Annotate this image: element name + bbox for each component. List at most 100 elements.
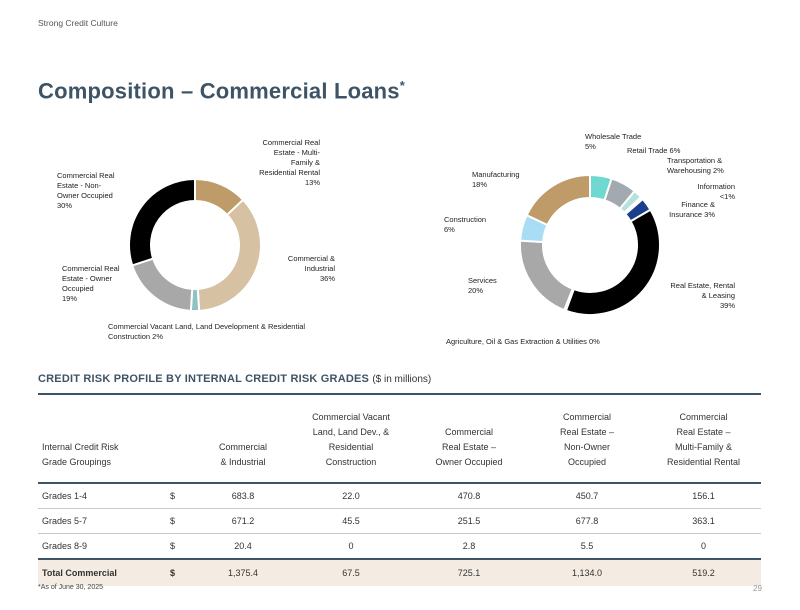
cell-ci: 671.2 [194,508,292,534]
section-title: CREDIT RISK PROFILE BY INTERNAL CREDIT R… [38,373,431,385]
header-line: Residential Rental [666,457,741,467]
section-subtitle: ($ in millions) [372,374,432,385]
header-line: Commercial [444,427,493,437]
commercial-loans-donut [128,177,262,313]
cell-currency: $ [166,533,194,560]
cell-non-owner: 1,134.0 [528,558,646,586]
label-agriculture: Agriculture, Oil & Gas Extraction & Util… [446,337,600,346]
label-line: 36% [319,274,335,283]
page-title: Composition – Commercial Loans* [38,78,405,104]
label-line: Commercial Real [57,171,115,180]
header-line: Occupied [567,457,607,467]
label-manufacturing: Manufacturing 18% [472,170,532,190]
table-row: Grades 5-7 $ 671.2 45.5 251.5 677.8 363.… [38,508,761,534]
donut-slice-5 [564,208,661,316]
commercial-industry-donut [519,173,661,316]
cell-owner-occupied: 470.8 [410,482,528,509]
label-line: Estate - Non- [57,181,102,190]
cell-owner-occupied: 251.5 [410,508,528,534]
cell-grade: Grades 5-7 [38,508,166,534]
table-total-row: Total Commercial $ 1,375.4 67.5 725.1 1,… [38,558,761,586]
cell-ci: 683.8 [194,482,292,509]
header-line: Non-Owner [563,442,610,452]
label-line: & Leasing [701,291,735,300]
label-line: Transportation & [667,156,723,165]
col-header-multi-family: Commercial Real Estate – Multi-Family & Res… [646,410,761,483]
donut-slice-3 [130,257,194,312]
label-real-estate-rental: Real Estate, Rental & Leasing 39% [660,281,735,311]
label-line: Estate - Owner [62,274,113,283]
header-line: Multi-Family & [674,442,732,452]
label-commercial-industrial: Commercial & Industrial 36% [270,254,335,284]
label-line: Insurance 3% [669,210,715,219]
col-header-non-owner: Commercial Real Estate – Non-Owner Occupied [528,410,646,483]
col-header-ci: Commercial & Industrial [194,410,292,483]
donut-slice-1 [196,198,262,312]
label-line: Manufacturing [472,170,520,179]
label-line: 39% [719,301,735,310]
header-line: Construction [325,457,377,467]
cell-vacant: 45.5 [292,508,410,534]
cell-grade: Grades 8-9 [38,533,166,560]
credit-risk-table: Internal Credit Risk Grade Groupings Comm… [38,410,761,586]
page-title-text: Composition – Commercial Loans [38,78,400,104]
cell-grade: Grades 1-4 [38,482,166,509]
title-footnote-mark: * [399,78,405,93]
label-line: 5% [585,142,596,151]
label-line: 19% [62,294,78,303]
label-line: Information [697,182,735,191]
donut-slice-4 [128,177,196,267]
header-line: Real Estate – [559,427,615,437]
header-line: Residential [328,442,374,452]
header-line: Commercial [679,412,728,422]
donut-slice-7 [519,239,574,312]
header-line: Commercial Vacant [312,412,390,422]
label-line: Commercial Real [62,264,120,273]
label-multi-family: Commercial Real Estate - Multi- Family &… [240,138,320,188]
label-line: Warehousing 2% [667,166,724,175]
label-line: Commercial Vacant Land, Land Development… [108,322,306,331]
label-vacant-land: Commercial Vacant Land, Land Development… [108,322,368,342]
col-header-grade: Internal Credit Risk Grade Groupings [38,410,166,483]
label-line: Commercial Real [262,138,320,147]
label-line: Owner Occupied [57,191,113,200]
label-line: <1% [719,192,735,201]
label-line: 20% [468,286,484,295]
label-construction: Construction 6% [444,215,504,235]
label-owner-occupied: Commercial Real Estate - Owner Occupied … [62,264,132,304]
label-line: Wholesale Trade [585,132,642,141]
cell-grade: Total Commercial [38,558,166,586]
header-line: Internal Credit Risk [42,442,119,452]
header-line: Land, Land Dev., & [312,427,390,437]
cell-vacant: 0 [292,533,410,560]
cell-currency: $ [166,482,194,509]
label-line: Commercial & [287,254,335,263]
label-non-owner-occupied: Commercial Real Estate - Non- Owner Occu… [57,171,127,211]
label-line: Construction [444,215,487,224]
eyebrow-text: Strong Credit Culture [38,18,118,28]
cell-currency: $ [166,558,194,586]
header-line: Real Estate – [676,427,731,437]
cell-ci: 1,375.4 [194,558,292,586]
cell-currency: $ [166,508,194,534]
cell-vacant: 22.0 [292,482,410,509]
header-line: & Industrial [220,457,266,467]
cell-non-owner: 450.7 [528,482,646,509]
footnote: *As of June 30, 2025 [38,584,103,591]
col-header-vacant: Commercial Vacant Land, Land Dev., & Resid… [292,410,410,483]
label-line: Residential Rental [259,168,320,177]
label-line: 6% [444,225,455,234]
label-line: 18% [472,180,488,189]
label-line: Occupied [62,284,94,293]
col-header-currency [166,410,194,483]
cell-multi-family: 0 [646,533,761,560]
table-row: Grades 8-9 $ 20.4 0 2.8 5.5 0 [38,533,761,560]
header-line: Owner Occupied [435,457,503,467]
header-line: Commercial [562,412,611,422]
label-line: Industrial [304,264,335,273]
cell-non-owner: 5.5 [528,533,646,560]
header-line: Grade Groupings [42,457,112,467]
cell-multi-family: 363.1 [646,508,761,534]
label-line: Family & [290,158,320,167]
col-header-owner-occupied: Commercial Real Estate – Owner Occupied [410,410,528,483]
